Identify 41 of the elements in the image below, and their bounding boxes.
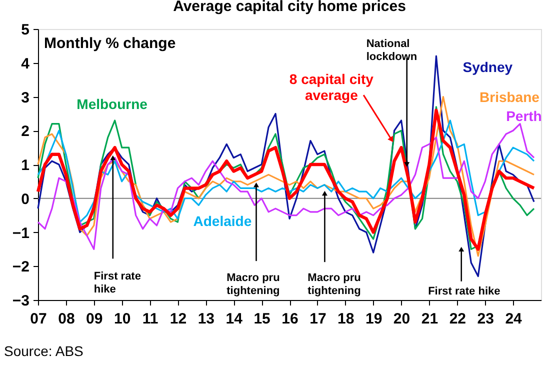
x-tick-label: 07 bbox=[30, 310, 47, 328]
y-tick-label: 5 bbox=[21, 22, 30, 38]
series-label: Perth bbox=[506, 108, 542, 124]
x-tick-label: 23 bbox=[477, 310, 494, 328]
x-tick-label: 16 bbox=[282, 310, 298, 328]
x-tick-label: 19 bbox=[365, 310, 382, 328]
x-tick-label: 17 bbox=[310, 310, 326, 328]
y-tick-label: −1 bbox=[12, 224, 30, 242]
x-tick-label: 10 bbox=[114, 310, 131, 328]
y-tick-label: −2 bbox=[12, 258, 30, 276]
text: 8 capital city average bbox=[289, 70, 374, 103]
chart-title: Average capital city home prices bbox=[173, 0, 406, 15]
y-axis-title: Monthly % change bbox=[44, 35, 176, 52]
y-tick-label: 1 bbox=[21, 157, 30, 174]
series-label: Sydney bbox=[462, 58, 513, 75]
source-note: Source: ABS bbox=[4, 343, 84, 359]
x-tick-label: 21 bbox=[421, 310, 438, 328]
x-tick-label: 20 bbox=[393, 310, 410, 328]
annotation: First rate hike bbox=[428, 286, 500, 298]
x-tick-label: 11 bbox=[142, 310, 158, 328]
y-tick-label: 2 bbox=[21, 123, 30, 140]
x-tick-label: 12 bbox=[170, 310, 187, 328]
y-tick-label: 3 bbox=[21, 89, 30, 106]
x-tick-label: 15 bbox=[254, 310, 270, 328]
x-tick-label: 24 bbox=[505, 310, 523, 328]
x-tick-label: 08 bbox=[58, 310, 75, 328]
annotation: First rate hike bbox=[94, 270, 141, 296]
x-tick-label: 14 bbox=[226, 310, 244, 328]
x-tick-label: 18 bbox=[338, 310, 354, 328]
y-tick-label: −3 bbox=[12, 292, 30, 310]
y-tick-label: 0 bbox=[21, 190, 30, 208]
y-tick-label: 4 bbox=[21, 55, 30, 72]
annotation: Macro pru tightening bbox=[226, 272, 280, 297]
series-label: Melbourne bbox=[76, 96, 148, 112]
text: Brisbane bbox=[480, 89, 540, 106]
annotation: National lockdown bbox=[366, 38, 418, 64]
annotation: Macro pru tightening bbox=[308, 272, 361, 297]
x-tick-label: 09 bbox=[86, 310, 103, 328]
series-label: Adelaide bbox=[193, 213, 252, 230]
x-tick-label: 22 bbox=[449, 310, 466, 328]
x-tick-label: 13 bbox=[198, 310, 215, 328]
